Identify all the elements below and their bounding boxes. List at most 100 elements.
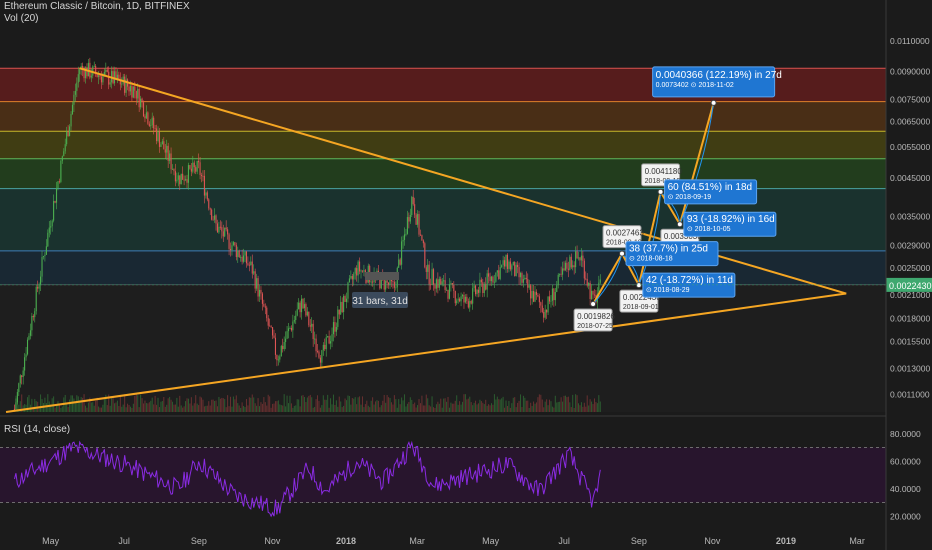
volume-bar [554, 395, 556, 412]
measure-box [683, 211, 777, 237]
candle-body [202, 175, 204, 177]
candle-body [290, 327, 292, 331]
volume-bar [354, 397, 356, 412]
range-marker [365, 272, 399, 280]
candle-body [321, 350, 323, 363]
candle-body [116, 74, 118, 80]
candle-body [379, 275, 381, 289]
candle-body [87, 62, 89, 77]
volume-bar [286, 395, 288, 412]
candle-body [534, 291, 536, 302]
candle-body [431, 269, 433, 285]
volume-bar [512, 397, 514, 412]
candle-body [440, 278, 442, 285]
volume-bar [228, 406, 230, 412]
volume-bar [370, 400, 372, 412]
volume-bar [372, 397, 374, 412]
candle-body [121, 83, 123, 85]
volume-bar [121, 406, 123, 412]
candle-body [277, 359, 279, 361]
volume-bar [172, 401, 174, 412]
candle-body [266, 307, 268, 319]
measure-text: ⊙ 2018-09-19 [668, 194, 712, 201]
candle-body [70, 114, 72, 127]
candle-body [292, 321, 294, 331]
volume-bar [279, 404, 281, 412]
volume-bar [137, 395, 139, 412]
candle-body [216, 223, 219, 233]
volume-bar [240, 407, 242, 412]
volume-bar [147, 403, 149, 412]
volume-bar [61, 406, 63, 412]
candle-body [276, 354, 278, 361]
volume-bar [462, 401, 464, 412]
volume-bar [144, 400, 146, 412]
volume-bar [24, 404, 26, 412]
candle-body [527, 279, 529, 288]
volume-bar [211, 399, 213, 412]
candle-body [519, 273, 522, 278]
candle-body [392, 281, 394, 282]
volume-bar [50, 404, 52, 412]
candle-body [557, 274, 559, 286]
volume-bar [489, 405, 491, 412]
candle-body [196, 160, 198, 172]
candle-body [151, 117, 153, 126]
volume-bar [212, 399, 214, 412]
volume-bar [551, 406, 553, 412]
candle-body [160, 144, 162, 147]
y-tick-label: 0.0075000 [890, 95, 930, 105]
volume-bar [572, 394, 574, 412]
volume-bar [134, 395, 136, 412]
candle-body [73, 94, 75, 105]
volume-bar [454, 400, 456, 412]
rsi-pane: 80.0000 60.0000 40.0000 20.0000 [0, 429, 921, 521]
candle-body [482, 282, 484, 294]
candle-body [345, 298, 348, 302]
volume-bar [305, 402, 307, 412]
volume-bar [180, 405, 182, 412]
candle-body [195, 167, 197, 172]
projection-leg [592, 253, 623, 305]
volume-bar [276, 401, 278, 412]
candle-body [461, 294, 464, 297]
measure-text: ⊙ 2018-08-18 [629, 256, 673, 263]
candle-body [180, 173, 182, 185]
volume-bar [564, 395, 566, 412]
candle-body [179, 175, 181, 185]
volume-bar [430, 406, 432, 412]
volume-bar [569, 402, 571, 412]
y-tick-label: 0.0029000 [890, 240, 930, 250]
candle-body [115, 71, 117, 80]
candle-body [312, 323, 314, 340]
candle-body [508, 261, 510, 269]
volume-bar [179, 395, 181, 412]
volume-bar [578, 403, 580, 412]
price-label-text: 2018-07-25 [577, 323, 613, 330]
rsi-label: RSI (14, close) [4, 424, 71, 435]
volume-bar [71, 395, 73, 412]
candle-body [253, 271, 255, 274]
volume-bar [486, 405, 488, 412]
volume-bar [335, 400, 337, 412]
volume-bar [495, 399, 497, 412]
candle-body [533, 290, 535, 302]
candle-body [553, 288, 555, 301]
candle-body [486, 273, 488, 290]
y-tick-label: 0.0055000 [890, 142, 930, 152]
candle-body [60, 160, 62, 182]
candle-body [269, 325, 271, 327]
candle-body [100, 76, 103, 83]
volume-bar [447, 396, 449, 412]
candle-body [42, 256, 45, 258]
volume-bar [95, 400, 97, 412]
candle-body [273, 335, 275, 338]
candle-body [554, 291, 556, 301]
candle-body [200, 174, 203, 176]
candle-body [598, 282, 600, 294]
volume-bar [182, 407, 184, 412]
candle-body [386, 280, 388, 283]
volume-bar [87, 402, 89, 412]
candle-body [31, 315, 33, 331]
